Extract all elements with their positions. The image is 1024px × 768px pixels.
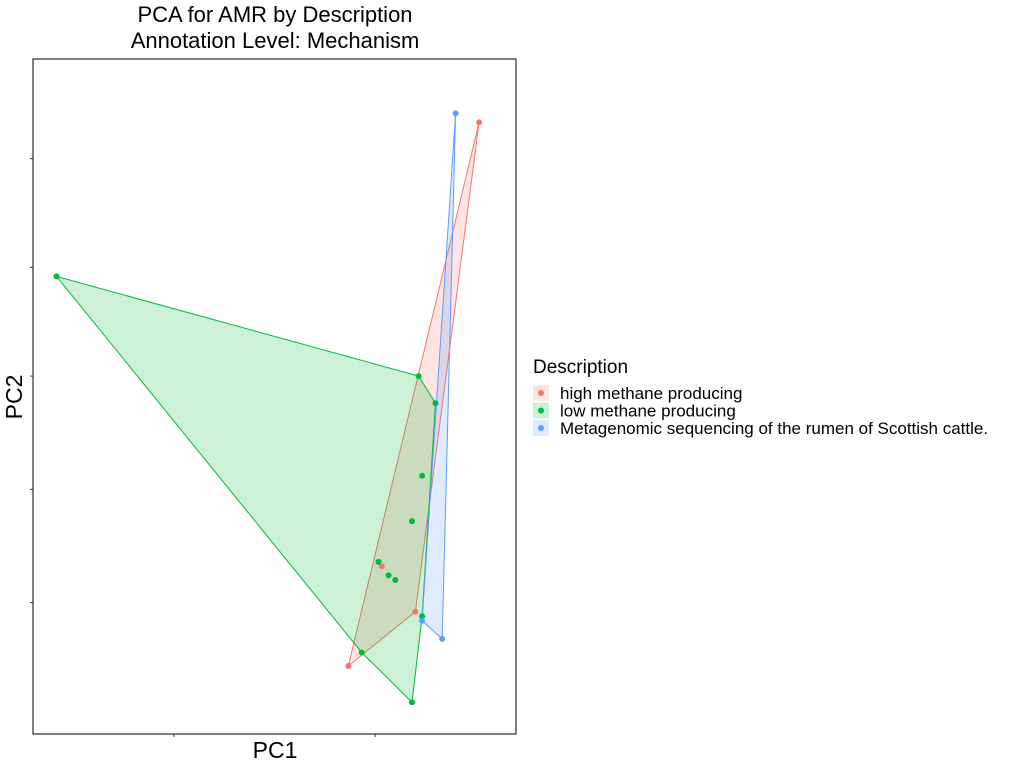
legend-dot-1 (538, 407, 544, 414)
point-metagenomic-sequencing-of-the-rumen-of-scottish-cattle-0 (452, 110, 459, 117)
data-points (53, 110, 483, 706)
x-axis-label: PC1 (253, 737, 298, 763)
point-low-methane-producing-6 (385, 572, 392, 579)
hull-low-methane-producing (55, 275, 437, 704)
legend-label-2: Metagenomic sequencing of the rumen of S… (560, 419, 988, 438)
point-low-methane-producing-0 (53, 273, 60, 280)
point-low-methane-producing-5 (375, 558, 382, 565)
hull-metagenomic-sequencing-of-the-rumen-of-scottish-cattle (421, 113, 457, 641)
point-low-methane-producing-7 (392, 577, 399, 583)
legend-dot-2 (538, 425, 544, 431)
y-axis-label: PC2 (1, 375, 27, 420)
point-low-methane-producing-9 (409, 699, 415, 706)
convex-hulls (55, 113, 480, 704)
axis-ticks (30, 158, 376, 737)
chart-title-line1: PCA for AMR by Description (137, 2, 412, 27)
legend-dot-0 (538, 390, 544, 396)
point-high-methane-producing-3 (412, 608, 419, 615)
point-high-methane-producing-0 (476, 119, 483, 126)
point-low-methane-producing-4 (409, 518, 415, 525)
hull-high-methane-producing (347, 122, 480, 668)
point-high-methane-producing-2 (345, 663, 352, 669)
legend-label-1: low methane producing (560, 402, 736, 421)
point-low-methane-producing-1 (415, 373, 422, 380)
point-low-methane-producing-2 (432, 400, 439, 407)
point-metagenomic-sequencing-of-the-rumen-of-scottish-cattle-2 (419, 617, 426, 624)
point-high-methane-producing-1 (378, 563, 385, 570)
point-low-methane-producing-8 (358, 649, 365, 656)
point-low-methane-producing-3 (419, 472, 426, 479)
legend-title: Description (533, 357, 628, 378)
point-metagenomic-sequencing-of-the-rumen-of-scottish-cattle-1 (439, 635, 446, 642)
legend-label-0: high methane producing (560, 384, 742, 403)
plot-area (30, 58, 517, 737)
plot-border (32, 58, 517, 735)
chart-title-line2: Annotation Level: Mechanism (131, 28, 420, 53)
point-low-methane-producing-10 (419, 613, 426, 620)
